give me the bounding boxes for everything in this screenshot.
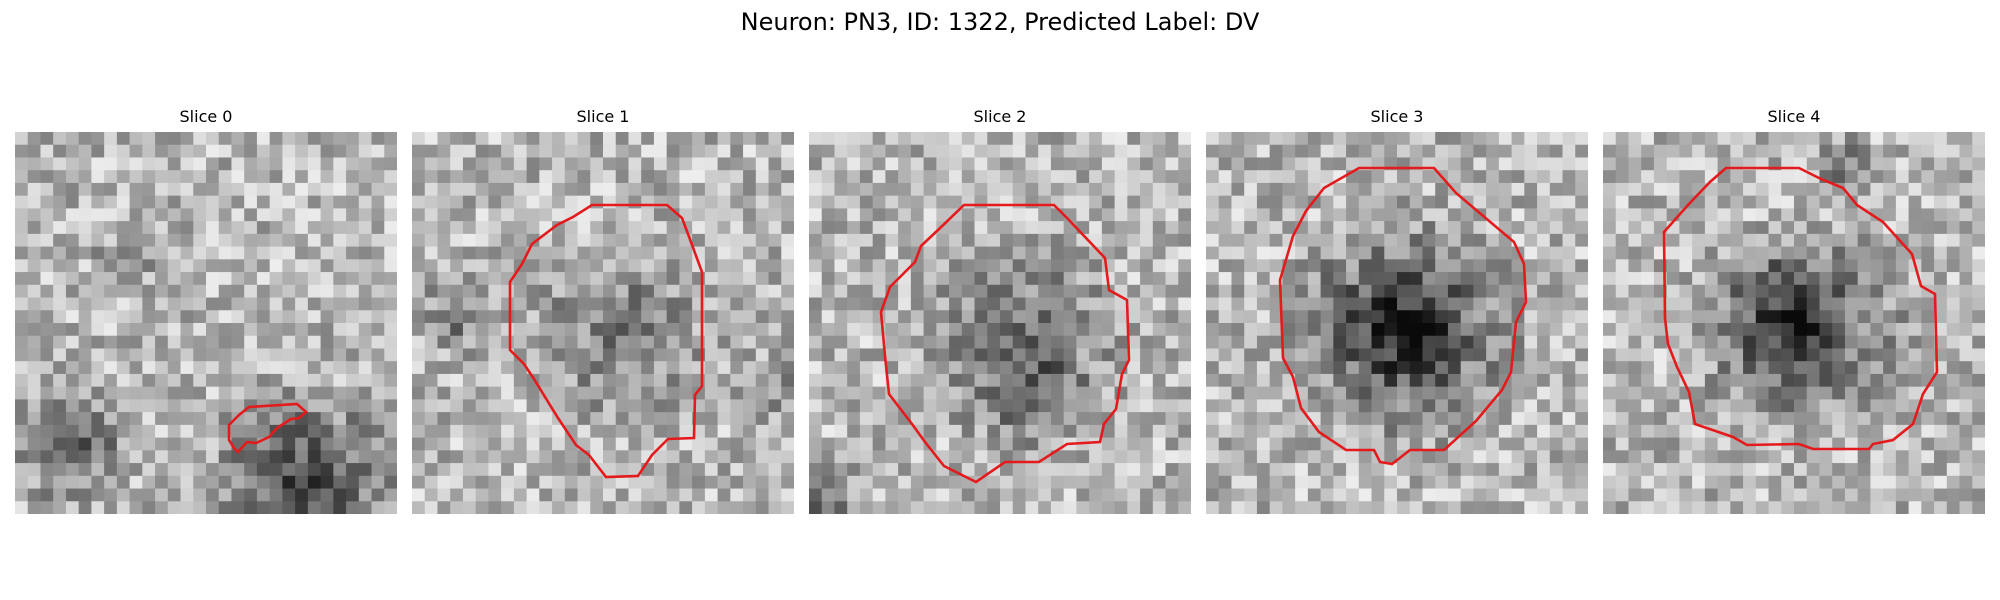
slice-title-4: Slice 4 <box>1767 107 1821 126</box>
slice-panel-2: Slice 2 <box>809 108 1191 514</box>
figure-title: Neuron: PN3, ID: 1322, Predicted Label: … <box>740 8 1260 36</box>
segmentation-contour <box>1278 166 1528 466</box>
slice-panel-0: Slice 0 <box>15 108 397 514</box>
slice-image-0 <box>15 132 397 514</box>
slice-panel-1: Slice 1 <box>412 108 794 514</box>
segmentation-contour <box>508 203 704 479</box>
slice-image-3 <box>1206 132 1588 514</box>
slice-image-4 <box>1603 132 1985 514</box>
slice-title-2: Slice 2 <box>973 107 1027 126</box>
slice-panel-4: Slice 4 <box>1603 108 1985 514</box>
segmentation-contour <box>1662 166 1939 451</box>
slice-panel-3: Slice 3 <box>1206 108 1588 514</box>
slice-title-1: Slice 1 <box>576 107 630 126</box>
slice-image-2 <box>809 132 1191 514</box>
segmentation-contour <box>879 203 1131 484</box>
segmentation-contour <box>227 402 308 454</box>
slice-image-1 <box>412 132 794 514</box>
slice-title-0: Slice 0 <box>179 107 233 126</box>
slice-title-3: Slice 3 <box>1370 107 1424 126</box>
